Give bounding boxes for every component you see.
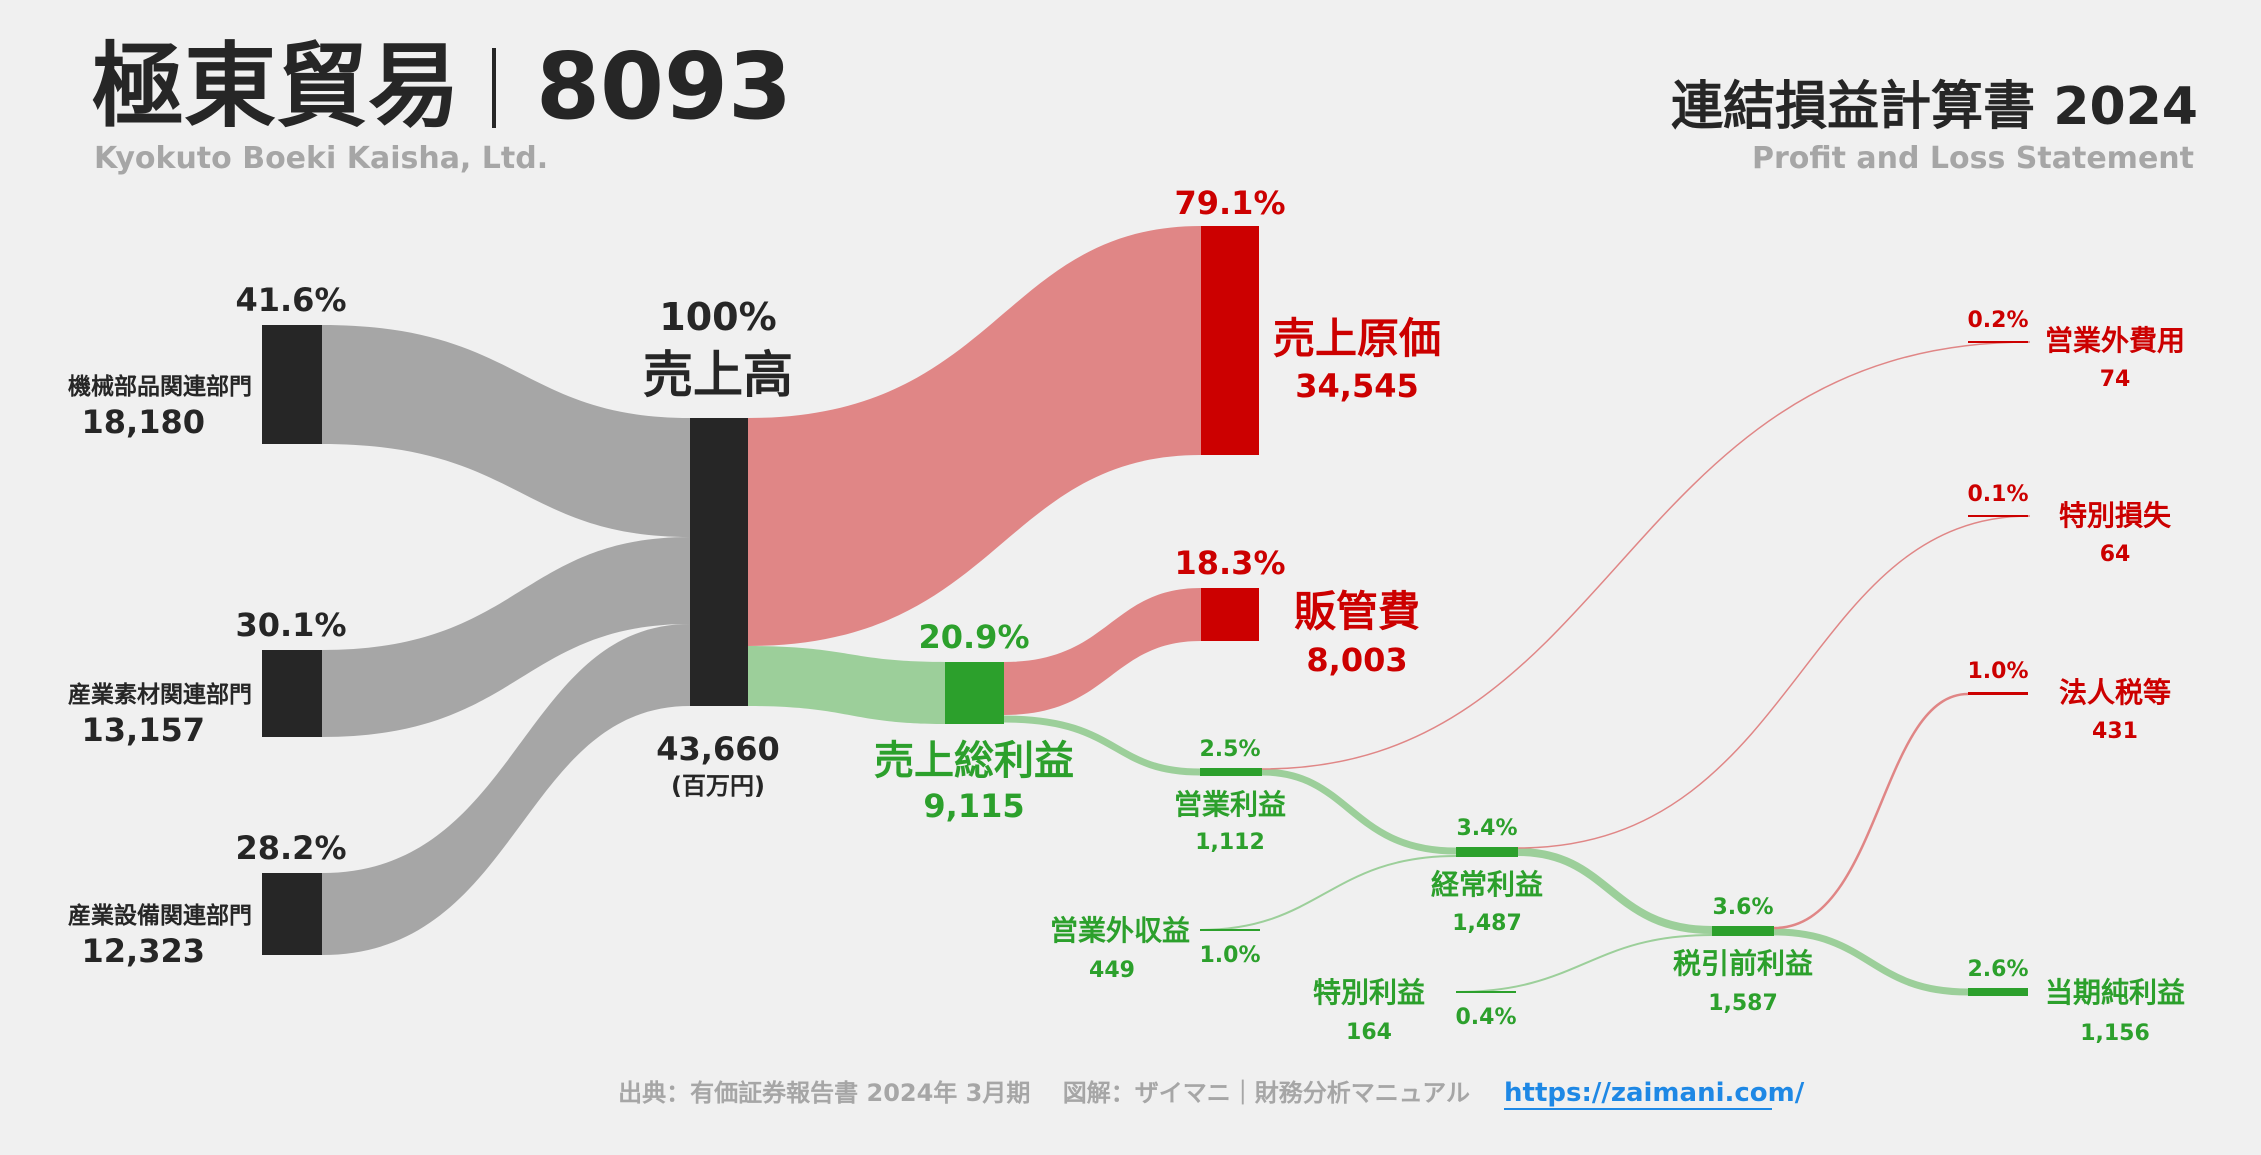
node-ordinary-profit [1456,847,1518,857]
extra-income-pct: 0.4% [1455,1005,1516,1030]
operating-profit-pct: 2.5% [1199,737,1260,762]
sga-name: 販管費 [1294,587,1420,636]
profit-flows [1003,341,2031,996]
flow-pretax-tax [1773,692,1969,930]
site-link-text[interactable]: https://zaimani.com/ [1504,1078,1805,1108]
ordinary-profit-value: 1,487 [1452,911,1522,936]
node-cost-of-sales [1201,226,1259,455]
nodes [262,226,2028,996]
title-divider [492,48,496,128]
pretax-profit-value: 1,587 [1708,991,1778,1016]
revenue-name: 売上高 [643,346,793,404]
extra-loss-pct: 0.1% [1967,482,2028,507]
ordinary-profit-pct: 3.4% [1456,816,1517,841]
non-op-income-value: 449 [1089,958,1135,983]
net-profit-name: 当期純利益 [2045,976,2185,1009]
income-tax-value: 431 [2092,719,2138,744]
ticker-code: 8093 [536,33,792,140]
sga-pct: 18.3% [1174,544,1285,582]
net-profit-pct: 2.6% [1967,957,2028,982]
flow-gross-profit-sga [1004,588,1201,715]
segment3-name: 産業設備関連部門 [68,902,252,929]
segment3-value: 12,323 [82,932,205,970]
flow-operating-ordinary [1261,768,1457,855]
pretax-profit-name: 税引前利益 [1673,947,1813,980]
flow-segment3-revenue [322,624,690,955]
flow-segment2-revenue [322,537,690,737]
flow-ordinary-extra-loss [1517,515,2031,849]
unit-label: (百万円) [671,772,765,800]
site-link[interactable]: https://zaimani.com/ [1504,1078,1805,1108]
statement-title-en: Profit and Loss Statement [1752,141,2194,176]
cost-of-sales-pct: 79.1% [1174,184,1285,222]
segment3-pct: 28.2% [235,829,346,867]
node-extra-loss [1968,515,2028,517]
company-name-en: Kyokuto Boeki Kaisha, Ltd. [94,141,548,176]
extra-income-name: 特別利益 [1313,976,1425,1009]
extra-loss-value: 64 [2100,542,2131,567]
segment1-value: 18,180 [82,403,205,441]
flow-revenue-cost-of-sales [748,226,1201,646]
non-op-expense-value: 74 [2100,367,2131,392]
cost-flows [748,226,1201,724]
sga-value: 8,003 [1306,641,1407,679]
node-sga [1201,588,1259,641]
flow-operating-non-op-expense [1261,341,2031,770]
node-segment1 [262,325,322,444]
income-tax-name: 法人税等 [2059,676,2171,709]
flow-revenue-gross-profit [748,646,945,724]
net-profit-value: 1,156 [2080,1021,2150,1046]
revenue-value: 43,660 [656,730,779,768]
node-operating-profit [1200,768,1262,776]
segment-flows [322,325,690,955]
segment2-name: 産業素材関連部門 [68,681,252,708]
source-credit: 出典：有価証券報告書 2024年 3月期 図解：ザイマニ｜財務分析マニュアル [618,1079,1470,1107]
revenue-pct: 100% [659,295,776,339]
node-non-op-expense [1968,341,2028,343]
gross-profit-name: 売上総利益 [874,738,1074,784]
cost-of-sales-name: 売上原価 [1273,314,1441,363]
node-segment3 [262,873,322,955]
statement-title: 連結損益計算書 2024 [1671,77,2198,137]
extra-income-value: 164 [1346,1020,1392,1045]
extra-loss-name: 特別損失 [2059,499,2172,532]
node-non-op-income [1200,929,1260,931]
operating-profit-value: 1,112 [1195,830,1265,855]
operating-profit-name: 営業利益 [1174,788,1286,821]
non-op-income-name: 営業外収益 [1050,914,1190,947]
gross-profit-value: 9,115 [923,787,1024,825]
node-segment2 [262,650,322,737]
company-name: 極東貿易 [92,33,460,140]
flow-non-op-income-ordinary [1199,855,1457,931]
income-tax-pct: 1.0% [1967,659,2028,684]
flow-pretax-net [1773,928,1969,996]
pretax-profit-pct: 3.6% [1712,895,1773,920]
flow-gross-profit-operating [1003,715,1201,776]
ordinary-profit-name: 経常利益 [1431,868,1543,901]
flow-segment1-revenue [322,325,690,537]
non-op-expense-name: 営業外費用 [2045,324,2185,357]
node-income-tax [1968,692,2028,695]
segment1-name: 機械部品関連部門 [68,373,252,400]
flow-ordinary-pretax [1517,848,1713,934]
non-op-income-pct: 1.0% [1199,943,1260,968]
site-link-underline [1504,1108,1772,1110]
non-op-expense-pct: 0.2% [1967,308,2028,333]
node-net-profit [1968,988,2028,996]
node-extra-income [1456,991,1516,993]
node-revenue [690,418,748,706]
segment1-pct: 41.6% [235,281,346,319]
node-pretax-profit [1712,926,1774,936]
gross-profit-pct: 20.9% [918,618,1029,656]
segment2-pct: 30.1% [235,606,346,644]
cost-of-sales-value: 34,545 [1295,367,1418,405]
flow-extra-income-pretax [1455,934,1713,993]
segment2-value: 13,157 [82,711,205,749]
node-gross-profit [945,662,1004,724]
